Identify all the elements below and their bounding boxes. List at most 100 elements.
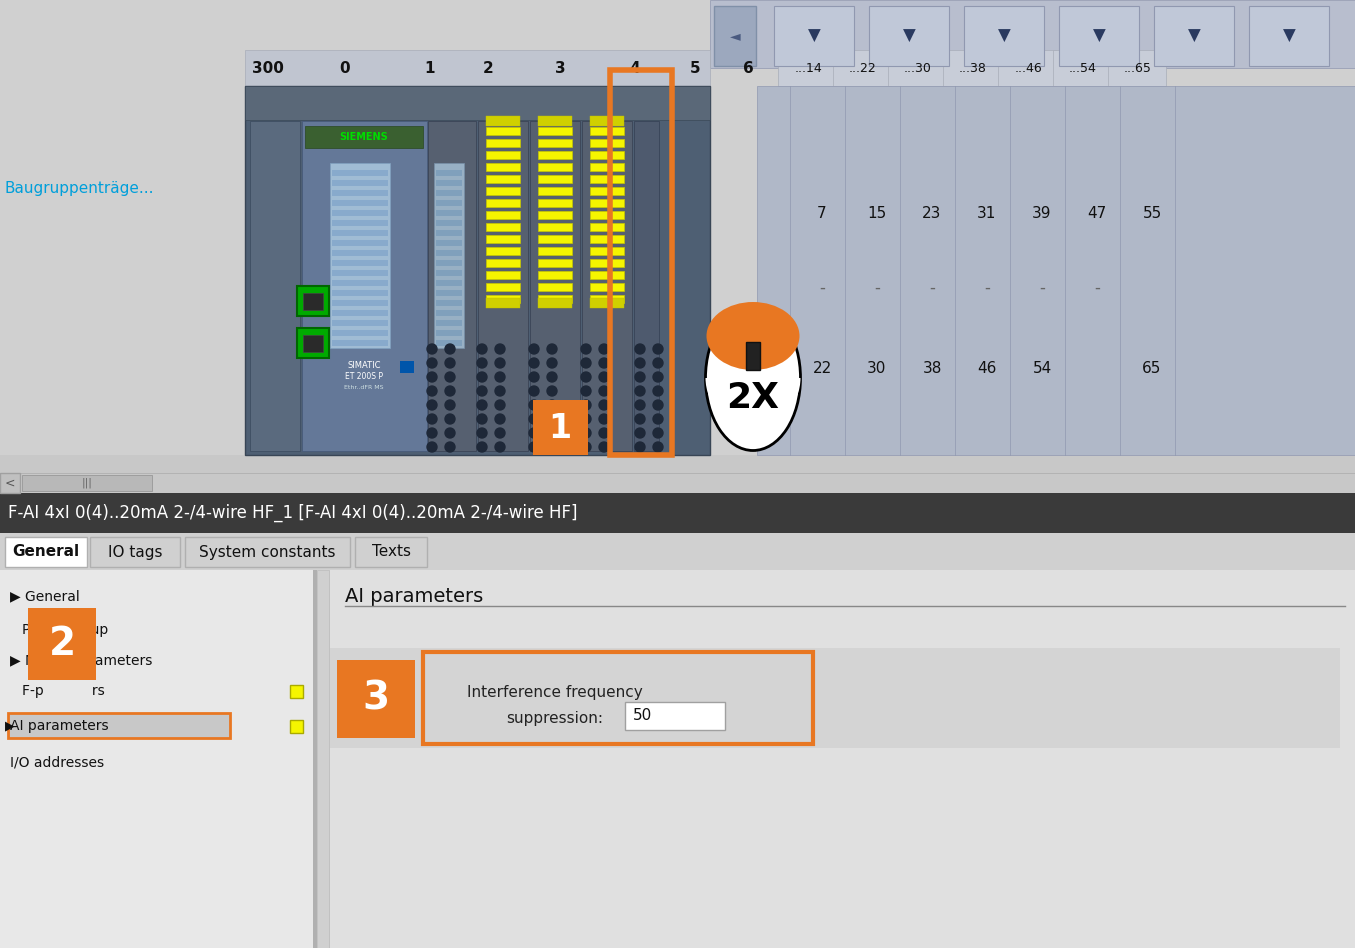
Bar [486,247,520,255]
Bar [486,295,520,303]
Bar [538,127,572,135]
Bar [436,340,462,346]
Circle shape [599,386,608,396]
Bar [304,293,322,310]
Circle shape [547,372,557,382]
Bar [436,310,462,316]
Circle shape [635,386,645,396]
Text: -: - [874,279,879,297]
Bar [486,187,520,195]
Bar [332,260,388,266]
Bar [436,280,462,286]
Bar [486,283,520,291]
Text: 23: 23 [923,206,942,221]
Circle shape [427,414,438,424]
Bar [589,163,625,171]
Circle shape [528,442,539,452]
Circle shape [495,428,505,438]
Bar [290,720,304,733]
Bar [332,220,388,226]
Ellipse shape [706,305,801,450]
Ellipse shape [706,302,799,370]
Circle shape [528,358,539,368]
Text: I/O addresses: I/O addresses [9,755,104,769]
Text: SIEMENS: SIEMENS [340,132,389,142]
Bar [89,537,180,567]
Bar [589,211,625,219]
Circle shape [528,386,539,396]
Text: AI parameters: AI parameters [346,587,484,606]
Bar [0,570,1355,948]
Bar [1108,50,1167,86]
Bar [538,283,572,291]
Bar [332,250,388,256]
Bar [589,199,625,207]
Circle shape [477,428,486,438]
Text: Texts: Texts [371,544,411,559]
Circle shape [599,372,608,382]
Text: ▼: ▼ [902,27,916,45]
Bar [1060,6,1140,66]
Bar [332,170,388,176]
Circle shape [427,428,438,438]
Bar [0,0,1355,455]
Circle shape [581,442,591,452]
Text: 5: 5 [690,61,701,76]
Bar [332,200,388,206]
Text: 39: 39 [1033,206,1051,221]
Bar [486,175,520,183]
Circle shape [653,386,663,396]
Bar [251,121,299,451]
Circle shape [653,428,663,438]
Text: 4: 4 [630,61,641,76]
Bar [436,320,462,326]
Bar [434,163,463,348]
Bar [332,280,388,286]
Circle shape [495,386,505,396]
Bar [0,473,1355,493]
Bar [538,271,572,279]
Circle shape [495,344,505,354]
Bar [436,270,462,276]
Bar [538,199,572,207]
Bar [486,235,520,243]
Text: System constants: System constants [199,544,335,559]
Text: General: General [12,544,80,559]
Text: ◄: ◄ [730,29,740,43]
Bar [778,50,836,86]
Bar [290,685,304,698]
Text: IO tags: IO tags [108,544,163,559]
Circle shape [495,414,505,424]
Circle shape [581,428,591,438]
Bar [943,50,1001,86]
Bar [538,259,572,267]
Bar [538,151,572,159]
Text: ▼: ▼ [1187,27,1201,45]
Bar [888,50,946,86]
Bar [833,50,892,86]
Text: -: - [1039,279,1045,297]
Circle shape [547,358,557,368]
Text: 300: 300 [252,61,285,76]
Text: ▶ Mo        arameters: ▶ Mo arameters [9,653,152,667]
Bar [589,283,625,291]
Text: -: - [818,279,825,297]
Circle shape [477,372,486,382]
Bar [305,126,423,148]
Text: 54: 54 [1033,360,1051,375]
Bar [1053,50,1111,86]
Text: ...38: ...38 [959,62,986,75]
Bar [332,290,388,296]
Bar [436,190,462,196]
Circle shape [477,358,486,368]
Bar [538,298,572,308]
Bar [589,235,625,243]
Bar [0,570,314,948]
Bar [317,570,329,948]
Bar [538,187,572,195]
Bar [486,199,520,207]
Circle shape [599,414,608,424]
Circle shape [599,442,608,452]
Circle shape [581,400,591,410]
Circle shape [547,400,557,410]
